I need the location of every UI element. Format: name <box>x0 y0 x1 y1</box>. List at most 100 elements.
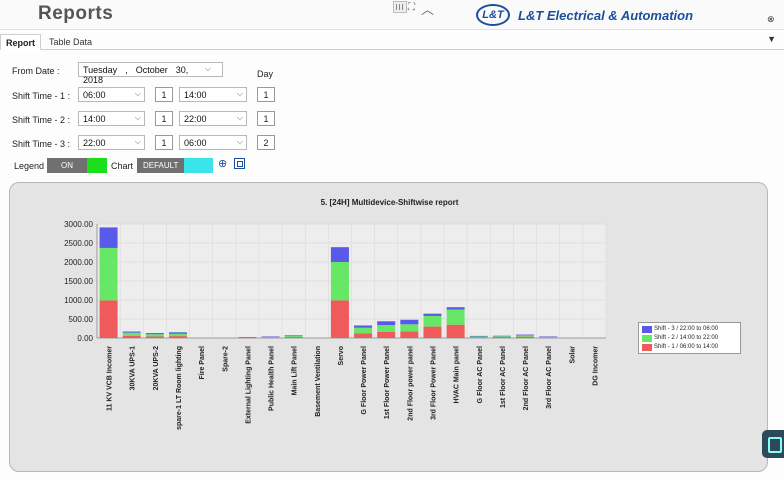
bar-segment <box>284 336 303 338</box>
legend-swatch <box>642 344 652 351</box>
bar-segment <box>377 331 396 338</box>
bar-segment <box>99 227 118 248</box>
shift3-end-day[interactable]: 2 <box>257 135 275 150</box>
y-tick-label: 2500.00 <box>64 239 93 248</box>
bar-segment <box>446 309 465 325</box>
date-picker[interactable]: Tuesday, October 30, 2018 ⌵ <box>78 62 223 85</box>
x-tick-label: Servo <box>338 346 345 365</box>
shift2-start-select[interactable]: 14:00 ⌵ <box>78 111 145 126</box>
shift1-start-select[interactable]: 06:00 ⌵ <box>78 87 145 102</box>
legend-swatch <box>642 326 652 333</box>
bar-segment <box>284 337 303 338</box>
side-widget-button[interactable] <box>762 430 784 458</box>
bar-segment <box>145 334 164 337</box>
bar-segment <box>168 332 188 334</box>
chevron-down-icon: ⌵ <box>236 113 243 122</box>
bar-segment <box>515 336 535 338</box>
chevron-down-icon[interactable]: ▼ <box>767 34 776 44</box>
y-tick-label: 1500.00 <box>64 277 93 286</box>
legend-swatch <box>642 335 652 342</box>
bar-segment <box>261 337 280 338</box>
x-tick-label: Basement Ventilation <box>315 346 322 417</box>
chart-title: 5. [24H] Multidevice-Shiftwise report <box>320 198 459 207</box>
x-tick-label: 20KVA UPS-2 <box>153 346 160 390</box>
bar-segment <box>539 336 558 337</box>
shift2-end-value: 22:00 <box>184 114 207 124</box>
date-day: 30, 2018 <box>83 65 189 85</box>
shift3-start-select[interactable]: 22:00 ⌵ <box>78 135 145 150</box>
y-tick-label: 1000.00 <box>64 296 93 305</box>
bar-segment <box>515 335 535 337</box>
legend-toggle-swatch[interactable] <box>87 158 107 173</box>
shift1-start-value: 06:00 <box>83 90 106 100</box>
expand-icon[interactable]: ⛶ <box>408 2 415 13</box>
bar-segment <box>446 307 465 310</box>
bar-segment <box>122 335 141 338</box>
x-tick-label: Spare-2 <box>222 346 229 372</box>
bar-segment <box>400 331 419 338</box>
tab-bar: Report Table Data ▼ <box>0 32 784 50</box>
tab-report[interactable]: Report <box>0 34 41 50</box>
shift3-label: Shift Time - 3 : <box>12 139 71 149</box>
chart-style-swatch[interactable] <box>184 158 213 173</box>
shift1-end-select[interactable]: 14:00 ⌵ <box>179 87 247 102</box>
shift1-end-day[interactable]: 1 <box>257 87 275 102</box>
shift3-start-value: 22:00 <box>83 138 106 148</box>
bar-segment <box>400 324 419 332</box>
close-icon[interactable]: ⊗ <box>767 14 775 24</box>
x-tick-label: G Floor AC Panel <box>477 346 484 403</box>
x-tick-label: Public Health Panel <box>269 346 276 411</box>
shift3-start-day[interactable]: 1 <box>155 135 173 150</box>
bar-segment <box>492 335 511 337</box>
legend-item-label: Shift - 3 / 22:00 to 06:00 <box>654 326 719 332</box>
zoom-in-icon[interactable]: ⊕ <box>218 158 228 170</box>
legend-toggle[interactable]: ON <box>47 158 87 173</box>
chevron-down-icon: ⌵ <box>134 113 141 122</box>
x-tick-label: HVAC Main panel <box>454 346 461 403</box>
legend-label: Legend <box>14 161 45 171</box>
bar-segment <box>238 337 257 339</box>
chart-style-toggle[interactable]: DEFAULT <box>137 158 184 173</box>
shift2-start-value: 14:00 <box>83 114 106 124</box>
shift1-start-day[interactable]: 1 <box>155 87 173 102</box>
shift2-end-day[interactable]: 1 <box>257 111 275 126</box>
bar-segment <box>99 300 118 338</box>
shift1-label: Shift Time - 1 : <box>12 91 71 101</box>
tab-table-data[interactable]: Table Data <box>49 37 93 47</box>
from-date-label: From Date : <box>12 66 60 76</box>
bar-segment <box>377 321 396 326</box>
shift2-end-select[interactable]: 22:00 ⌵ <box>179 111 247 126</box>
chevron-down-icon: ⌵ <box>204 64 211 73</box>
bar-segment <box>145 333 164 335</box>
bar-segment <box>122 331 141 333</box>
bar-segment <box>400 319 419 325</box>
bar-segment <box>539 337 558 338</box>
bar-segment <box>354 325 373 328</box>
chevron-down-icon: ⌵ <box>236 89 243 98</box>
chevron-up-icon[interactable]: ︿ <box>421 2 435 17</box>
y-tick-label: 0.00 <box>77 334 93 343</box>
bar-segment <box>469 337 488 338</box>
bar-segment <box>145 336 164 338</box>
legend-item: Shift - 2 / 14:00 to 22:00 <box>642 334 737 343</box>
drag-handle-icon[interactable] <box>393 1 407 13</box>
bar-segment <box>446 324 465 338</box>
page-title: Reports <box>38 3 114 24</box>
bar-segment <box>539 336 558 338</box>
fit-screen-icon[interactable] <box>234 158 245 169</box>
y-tick-label: 500.00 <box>69 315 94 324</box>
x-tick-label: Solar <box>569 346 576 364</box>
top-bar: Reports ⛶ ︿ L&T L&T Electrical & Automat… <box>0 0 784 30</box>
x-tick-label: 1st Floor Power Panel <box>384 346 391 419</box>
chart-legend: Shift - 3 / 22:00 to 06:00 Shift - 2 / 1… <box>638 322 741 354</box>
shift3-end-select[interactable]: 06:00 ⌵ <box>179 135 247 150</box>
chevron-down-icon: ⌵ <box>134 89 141 98</box>
x-tick-label: 30KVA UPS-1 <box>130 346 137 390</box>
shift2-start-day[interactable]: 1 <box>155 111 173 126</box>
legend-item: Shift - 1 / 06:00 to 14:00 <box>642 343 737 352</box>
bar-segment <box>99 247 118 301</box>
x-tick-label: 1st Floor AC Panel <box>500 346 507 408</box>
bar-segment <box>469 335 488 337</box>
legend-item: Shift - 3 / 22:00 to 06:00 <box>642 325 737 334</box>
